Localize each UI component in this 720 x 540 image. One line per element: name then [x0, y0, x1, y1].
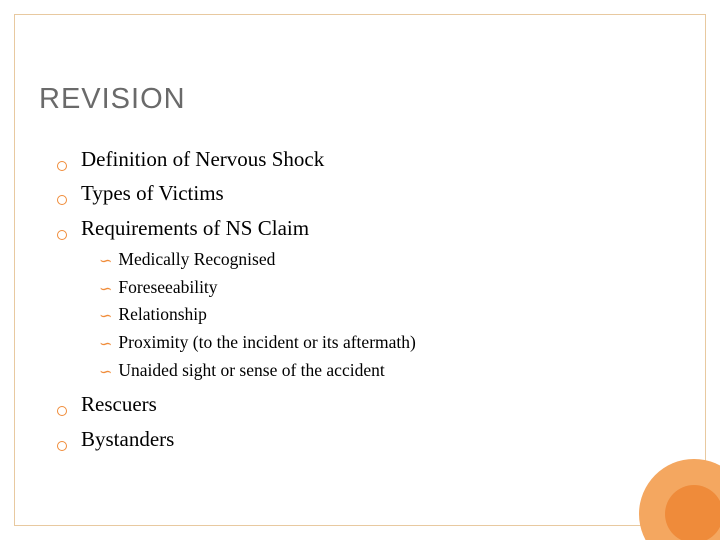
- sublist-item: ∽ Proximity (to the incident or its afte…: [99, 331, 657, 355]
- list-item: Types of Victims: [57, 179, 657, 207]
- wave-bullet-icon: ∽: [99, 362, 112, 382]
- slide-frame: REVISION Definition of Nervous Shock Typ…: [14, 14, 706, 526]
- sublist-item-text: Proximity (to the incident or its afterm…: [118, 331, 415, 355]
- list-item-text: Bystanders: [81, 425, 174, 453]
- sublist-item: ∽ Relationship: [99, 303, 657, 327]
- ring-bullet-icon: [57, 161, 67, 171]
- list-item: Requirements of NS Claim: [57, 214, 657, 242]
- ring-bullet-icon: [57, 230, 67, 240]
- decor-circle-inner: [665, 485, 720, 540]
- ring-bullet-icon: [57, 406, 67, 416]
- ring-bullet-icon: [57, 441, 67, 451]
- wave-bullet-icon: ∽: [99, 306, 112, 326]
- wave-bullet-icon: ∽: [99, 334, 112, 354]
- list-item-text: Types of Victims: [81, 179, 224, 207]
- list-item: Bystanders: [57, 425, 657, 453]
- sublist-item-text: Medically Recognised: [118, 248, 275, 272]
- list-item-text: Definition of Nervous Shock: [81, 145, 324, 173]
- content-area: Definition of Nervous Shock Types of Vic…: [57, 145, 657, 459]
- wave-bullet-icon: ∽: [99, 251, 112, 271]
- wave-bullet-icon: ∽: [99, 279, 112, 299]
- list-item: Definition of Nervous Shock: [57, 145, 657, 173]
- ring-bullet-icon: [57, 195, 67, 205]
- sublist-item-text: Foreseeability: [118, 276, 217, 300]
- sublist-item-text: Unaided sight or sense of the accident: [118, 359, 384, 383]
- sublist-item: ∽ Unaided sight or sense of the accident: [99, 359, 657, 383]
- list-item-text: Requirements of NS Claim: [81, 214, 309, 242]
- slide-title: REVISION: [39, 83, 186, 116]
- sublist-item-text: Relationship: [118, 303, 206, 327]
- sublist-item: ∽ Foreseeability: [99, 276, 657, 300]
- sublist: ∽ Medically Recognised ∽ Foreseeability …: [99, 248, 657, 382]
- sublist-item: ∽ Medically Recognised: [99, 248, 657, 272]
- list-item: Rescuers: [57, 390, 657, 418]
- list-item-text: Rescuers: [81, 390, 157, 418]
